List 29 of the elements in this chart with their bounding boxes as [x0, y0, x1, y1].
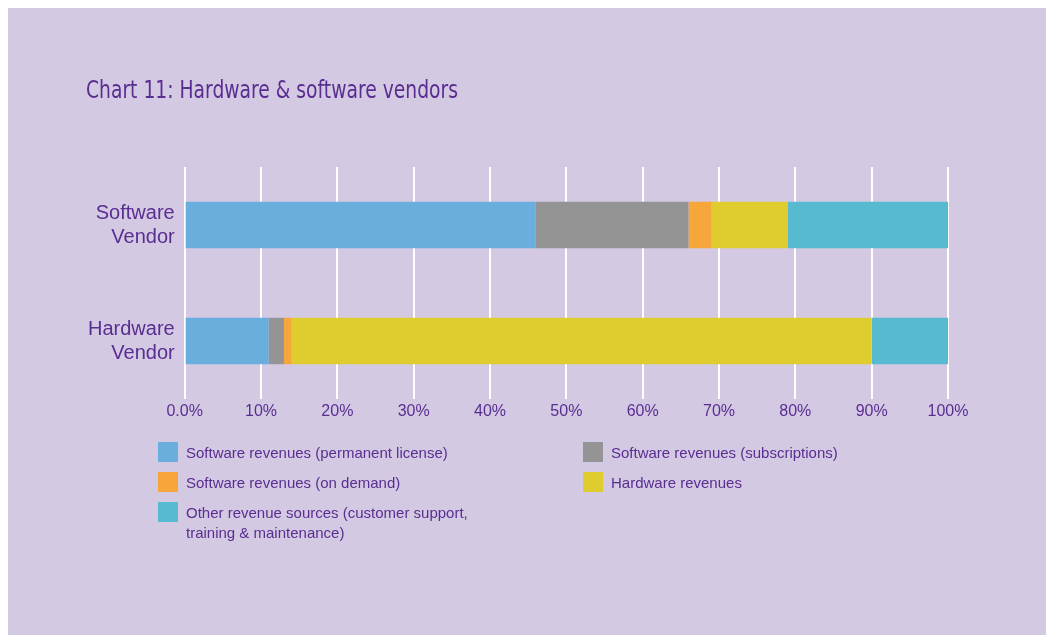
- legend-label: Hardware revenues: [611, 473, 742, 493]
- bar: [268, 317, 284, 365]
- x-tick-label: 20%: [321, 402, 354, 420]
- y-tick-label: Hardware Vendor: [88, 316, 176, 363]
- bar: [711, 201, 788, 249]
- y-tick-label: Software Vendor: [95, 200, 176, 247]
- x-tick-label: 30%: [397, 402, 430, 420]
- x-tick-label: 10%: [245, 402, 278, 420]
- legend-label: Software revenues (on demand): [186, 473, 401, 493]
- legend-label: Software revenues (permanent license): [186, 443, 448, 463]
- legend-label: Other revenue sources (customer support, training & maintenance): [186, 503, 469, 543]
- bar: [787, 201, 948, 249]
- bar: [535, 201, 689, 249]
- legend-label: Software revenues (subscriptions): [611, 443, 838, 463]
- bar: [185, 201, 536, 249]
- x-tick-label: 70%: [702, 402, 736, 420]
- bar: [871, 317, 948, 365]
- x-tick-label: 0.0%: [166, 402, 203, 420]
- x-tick-label: 50%: [550, 402, 583, 420]
- x-tick-label: 40%: [474, 402, 507, 420]
- x-tick-label: 60%: [626, 402, 659, 420]
- x-tick-label: 90%: [855, 402, 888, 420]
- x-tick-label: 100%: [927, 402, 969, 420]
- chart-title: Chart 11: Hardware & software vendors: [86, 76, 458, 104]
- bar: [185, 317, 269, 365]
- bar: [688, 201, 712, 249]
- x-tick-label: 80%: [779, 402, 812, 420]
- bar: [283, 317, 292, 365]
- bar: [291, 317, 872, 365]
